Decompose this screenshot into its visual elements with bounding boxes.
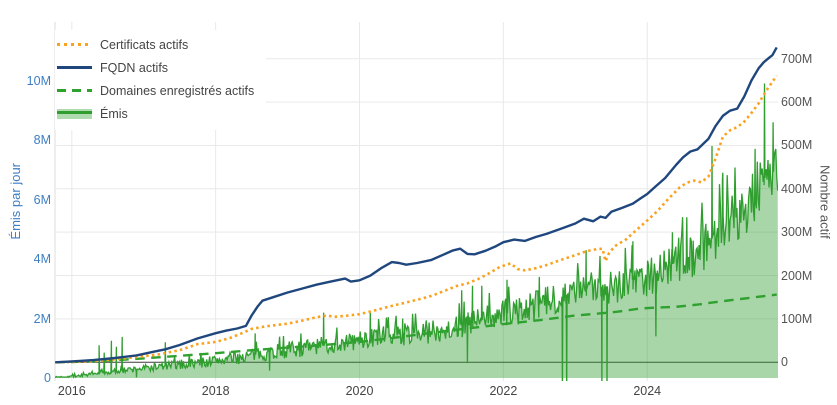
x-tick-label: 2016 (57, 384, 86, 398)
legend-label: FQDN actifs (100, 60, 169, 75)
legend-label: Certificats actifs (100, 37, 189, 52)
solid-line-swatch-icon (57, 66, 92, 69)
y-right-tick-label: 300M (781, 225, 813, 240)
y-right-tick-label: 100M (781, 311, 813, 326)
x-tick-label: 2024 (633, 384, 662, 398)
legend-label: Émis (100, 106, 128, 121)
emis-area-fill (55, 83, 778, 381)
fqdn-actifs-line (55, 46, 778, 364)
y-right-tick-label: 500M (781, 138, 813, 153)
x-tick-label: 2018 (201, 384, 230, 398)
legend-item-certificats-actifs[interactable]: Certificats actifs (57, 33, 254, 56)
y-right-tick-label: 600M (781, 95, 813, 110)
y-left-tick-label: 2M (33, 311, 51, 326)
x-tick-label: 2022 (489, 384, 518, 398)
legend: Certificats actifs FQDN actifs Domaines … (55, 30, 267, 130)
y-left-tick-label: 10M (26, 73, 51, 88)
domaines-enregistres-line (55, 293, 777, 364)
y-left-tick-label: 4M (33, 252, 51, 266)
right-axis-title: Nombre actif (812, 22, 837, 381)
dashed-line-swatch-icon (57, 89, 92, 92)
y-left-tick-label: 0 (44, 371, 51, 385)
legend-item-domaines-enregistres-actifs[interactable]: Domaines enregistrés actifs (57, 79, 254, 102)
area-band-swatch-icon (57, 108, 92, 119)
x-tick-label: 2020 (345, 384, 374, 398)
y-right-tick-label: 0 (781, 355, 788, 370)
y-left-tick-label: 6M (33, 192, 51, 207)
legend-item-emis[interactable]: Émis (57, 102, 254, 125)
legend-label: Domaines enregistrés actifs (100, 83, 255, 98)
y-left-tick-label: 8M (33, 133, 51, 147)
y-right-tick-label: 400M (781, 181, 813, 196)
right-axis-title-text: Nombre actif (817, 164, 833, 239)
y-right-tick-label: 200M (781, 268, 813, 283)
legend-item-fqdn-actifs[interactable]: FQDN actifs (57, 56, 254, 79)
emis-line (55, 83, 778, 381)
dotted-line-swatch-icon (57, 43, 92, 46)
y-right-tick-label: 700M (781, 51, 813, 66)
certificats-actifs-line (55, 74, 778, 364)
